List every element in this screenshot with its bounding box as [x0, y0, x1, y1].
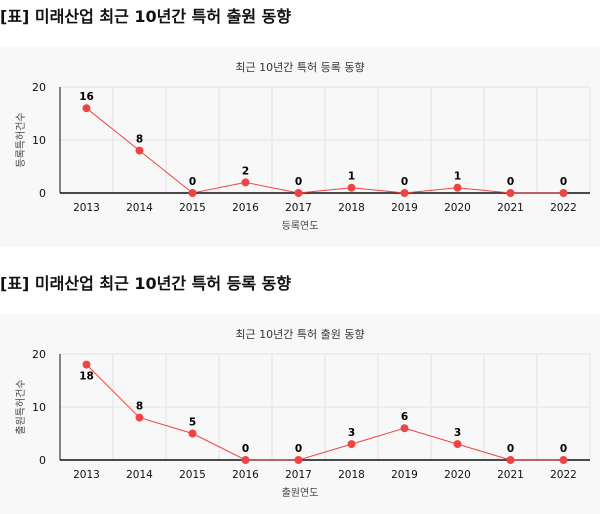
section-heading-application: [표] 미래산업 최근 10년간 특허 출원 동향: [0, 7, 292, 26]
data-label: 1: [454, 171, 461, 183]
x-tick-label: 2016: [232, 469, 259, 481]
data-point: [241, 456, 250, 464]
data-label: 0: [189, 176, 196, 188]
x-tick-label: 2022: [550, 469, 577, 481]
data-point: [135, 146, 144, 155]
chart-title: 최근 10년간 특허 출원 동향: [235, 328, 364, 341]
data-point: [559, 456, 568, 464]
chart-title: 최근 10년간 특허 등록 동향: [235, 61, 364, 74]
x-tick-label: 2017: [285, 469, 312, 481]
section-heading-registration: [표] 미래산업 최근 10년간 특허 등록 동향: [0, 274, 292, 293]
x-tick-label: 2013: [73, 202, 100, 214]
data-point: [347, 183, 356, 192]
x-tick-label: 2021: [497, 469, 524, 481]
data-label: 8: [136, 134, 143, 146]
x-tick-label: 2016: [232, 202, 259, 214]
data-point: [188, 189, 197, 197]
x-tick-label: 2015: [179, 469, 206, 481]
x-tick-label: 2018: [338, 202, 365, 214]
series-line: [86, 107, 564, 194]
data-label: 6: [401, 411, 408, 423]
data-point: [453, 183, 462, 192]
data-label: 0: [242, 443, 249, 455]
data-label: 0: [295, 176, 302, 188]
application-trend-chart: 최근 10년간 특허 출원 동향 0 10 20 2013 2014 2015 2016 201…: [15, 328, 591, 499]
y-tick-label: 20: [32, 348, 46, 361]
y-tick-label: 0: [39, 454, 46, 467]
data-label: 0: [560, 443, 567, 455]
x-tick-label: 2021: [497, 202, 524, 214]
data-label: 3: [454, 427, 461, 439]
data-label: 0: [507, 176, 514, 188]
data-label: 2: [242, 165, 249, 177]
data-point: [453, 440, 462, 449]
data-point: [135, 413, 144, 422]
x-tick-label: 2014: [126, 469, 153, 481]
data-label: 1: [348, 171, 355, 183]
data-point: [294, 456, 303, 464]
data-point: [82, 360, 91, 369]
chart-panel-registration: 최근 10년간 특허 등록 동향 0 10 20 2013 2014 2015 2016 201…: [0, 47, 600, 247]
x-tick-label: 2019: [391, 202, 418, 214]
data-point: [559, 189, 568, 197]
x-tick-label: 2020: [444, 202, 471, 214]
y-tick-label: 10: [32, 401, 46, 414]
chart-panel-application: 최근 10년간 특허 출원 동향 0 10 20 2013 2014 2015 2016 201…: [0, 314, 600, 514]
x-tick-label: 2013: [73, 469, 100, 481]
y-tick-label: 20: [32, 81, 46, 94]
data-label: 0: [401, 176, 408, 188]
x-axis-title: 등록연도: [282, 220, 319, 232]
data-point: [400, 189, 409, 197]
data-label: 8: [136, 401, 143, 413]
y-axis-title: 출원특허건수: [15, 379, 27, 434]
data-label: 0: [560, 176, 567, 188]
x-tick-label: 2020: [444, 469, 471, 481]
data-point: [506, 456, 515, 464]
data-point: [241, 178, 250, 187]
data-point: [347, 440, 356, 449]
x-axis-title: 출원연도: [282, 487, 319, 499]
data-point: [506, 189, 515, 197]
data-point: [188, 429, 197, 438]
series-line: [86, 364, 564, 461]
y-tick-label: 0: [39, 187, 46, 200]
data-point: [82, 104, 91, 113]
data-label: 5: [189, 417, 196, 429]
x-tick-label: 2019: [391, 469, 418, 481]
data-label: 0: [507, 443, 514, 455]
data-label: 16: [79, 91, 94, 103]
data-label: 3: [348, 427, 355, 439]
x-tick-label: 2018: [338, 469, 365, 481]
data-label: 18: [79, 371, 94, 383]
x-tick-label: 2014: [126, 202, 153, 214]
data-point: [294, 189, 303, 197]
data-point: [400, 424, 409, 433]
data-label: 0: [295, 443, 302, 455]
x-tick-label: 2017: [285, 202, 312, 214]
x-tick-label: 2015: [179, 202, 206, 214]
y-tick-label: 10: [32, 134, 46, 147]
x-tick-label: 2022: [550, 202, 577, 214]
y-axis-title: 등록특허건수: [15, 112, 27, 167]
